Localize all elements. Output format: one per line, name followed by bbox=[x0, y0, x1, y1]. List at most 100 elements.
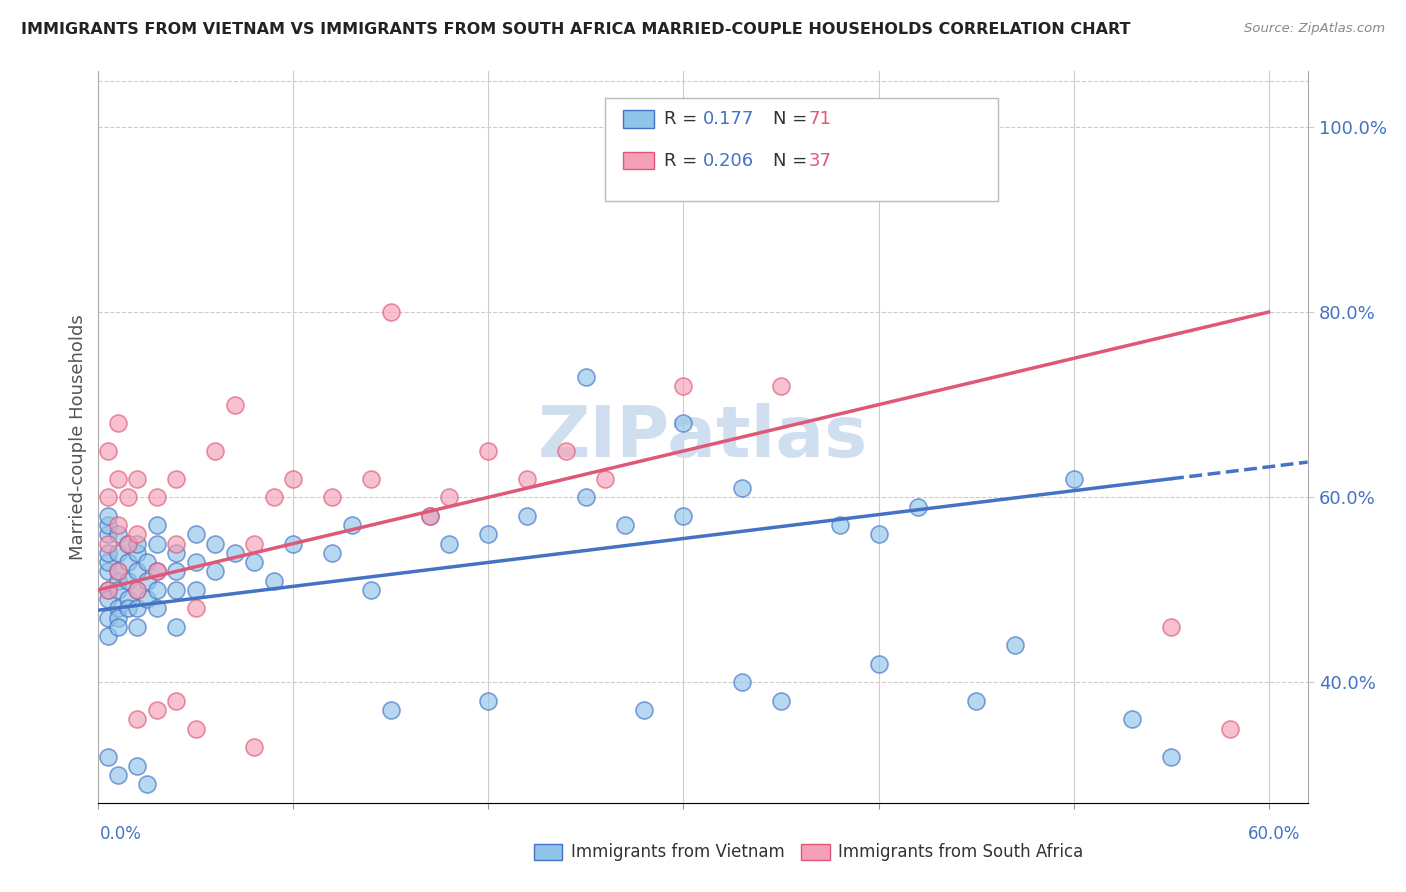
Point bbox=[184, 555, 207, 569]
Point bbox=[868, 657, 890, 671]
Point bbox=[127, 601, 149, 615]
Text: 0.0%: 0.0% bbox=[100, 825, 142, 843]
Point bbox=[1121, 713, 1143, 727]
Text: Immigrants from South Africa: Immigrants from South Africa bbox=[838, 843, 1083, 861]
Point bbox=[184, 601, 207, 615]
Point bbox=[243, 555, 266, 569]
Point bbox=[321, 546, 343, 560]
Point bbox=[419, 508, 441, 523]
Point bbox=[1219, 722, 1241, 736]
Text: 37: 37 bbox=[808, 152, 831, 169]
Point bbox=[107, 518, 129, 533]
Point bbox=[117, 574, 139, 588]
Point bbox=[283, 472, 305, 486]
Point bbox=[165, 582, 187, 597]
Point bbox=[360, 582, 382, 597]
Point bbox=[146, 601, 169, 615]
Point bbox=[97, 536, 120, 550]
Point bbox=[204, 444, 226, 458]
Point bbox=[672, 379, 695, 393]
Point bbox=[184, 582, 207, 597]
Point bbox=[224, 546, 246, 560]
Text: N =: N = bbox=[773, 152, 813, 169]
Point bbox=[477, 694, 499, 708]
Point bbox=[146, 565, 169, 579]
Point bbox=[204, 536, 226, 550]
Point bbox=[107, 416, 129, 430]
Point bbox=[127, 758, 149, 772]
Point bbox=[165, 546, 187, 560]
Point bbox=[769, 379, 792, 393]
Text: N =: N = bbox=[773, 110, 813, 128]
Point bbox=[907, 500, 929, 514]
Point bbox=[127, 527, 149, 541]
Point bbox=[136, 574, 159, 588]
Point bbox=[97, 629, 120, 643]
Point bbox=[127, 620, 149, 634]
Point bbox=[127, 582, 149, 597]
Point bbox=[146, 518, 169, 533]
Text: IMMIGRANTS FROM VIETNAM VS IMMIGRANTS FROM SOUTH AFRICA MARRIED-COUPLE HOUSEHOLD: IMMIGRANTS FROM VIETNAM VS IMMIGRANTS FR… bbox=[21, 22, 1130, 37]
Text: 0.206: 0.206 bbox=[703, 152, 754, 169]
Point bbox=[165, 536, 187, 550]
Point bbox=[146, 703, 169, 717]
Point bbox=[263, 490, 285, 504]
Point bbox=[555, 444, 578, 458]
Point bbox=[117, 536, 139, 550]
Text: Source: ZipAtlas.com: Source: ZipAtlas.com bbox=[1244, 22, 1385, 36]
Point bbox=[769, 694, 792, 708]
Text: 60.0%: 60.0% bbox=[1249, 825, 1301, 843]
Point bbox=[97, 527, 120, 541]
Text: Immigrants from Vietnam: Immigrants from Vietnam bbox=[571, 843, 785, 861]
Text: 0.177: 0.177 bbox=[703, 110, 755, 128]
Point bbox=[477, 527, 499, 541]
Point bbox=[117, 555, 139, 569]
Point bbox=[360, 472, 382, 486]
Point bbox=[321, 490, 343, 504]
Point bbox=[136, 555, 159, 569]
Point bbox=[828, 518, 851, 533]
Point bbox=[731, 675, 754, 690]
Point bbox=[165, 472, 187, 486]
Point bbox=[439, 490, 461, 504]
Point bbox=[97, 565, 120, 579]
Point bbox=[146, 490, 169, 504]
Point bbox=[97, 749, 120, 764]
Point bbox=[97, 444, 120, 458]
Point bbox=[117, 592, 139, 607]
Point bbox=[97, 555, 120, 569]
Point bbox=[97, 582, 120, 597]
Point bbox=[1004, 639, 1026, 653]
Point bbox=[380, 703, 402, 717]
Point bbox=[107, 574, 129, 588]
Point bbox=[107, 601, 129, 615]
Point bbox=[97, 582, 120, 597]
Point bbox=[1160, 749, 1182, 764]
Point bbox=[107, 472, 129, 486]
Point bbox=[283, 536, 305, 550]
Point bbox=[184, 527, 207, 541]
Point bbox=[107, 620, 129, 634]
Point bbox=[380, 305, 402, 319]
Point bbox=[633, 703, 655, 717]
Point bbox=[516, 472, 538, 486]
Point bbox=[117, 490, 139, 504]
Point bbox=[97, 592, 120, 607]
Point bbox=[575, 490, 598, 504]
Point bbox=[146, 536, 169, 550]
Point bbox=[107, 610, 129, 624]
Point bbox=[419, 508, 441, 523]
Point bbox=[516, 508, 538, 523]
Point bbox=[575, 370, 598, 384]
Point bbox=[136, 777, 159, 791]
Point bbox=[107, 546, 129, 560]
Point bbox=[127, 472, 149, 486]
Point bbox=[965, 694, 987, 708]
Point bbox=[595, 472, 617, 486]
Point bbox=[146, 582, 169, 597]
Point bbox=[868, 527, 890, 541]
Point bbox=[184, 722, 207, 736]
Point bbox=[107, 768, 129, 782]
Point bbox=[127, 713, 149, 727]
Point bbox=[127, 565, 149, 579]
